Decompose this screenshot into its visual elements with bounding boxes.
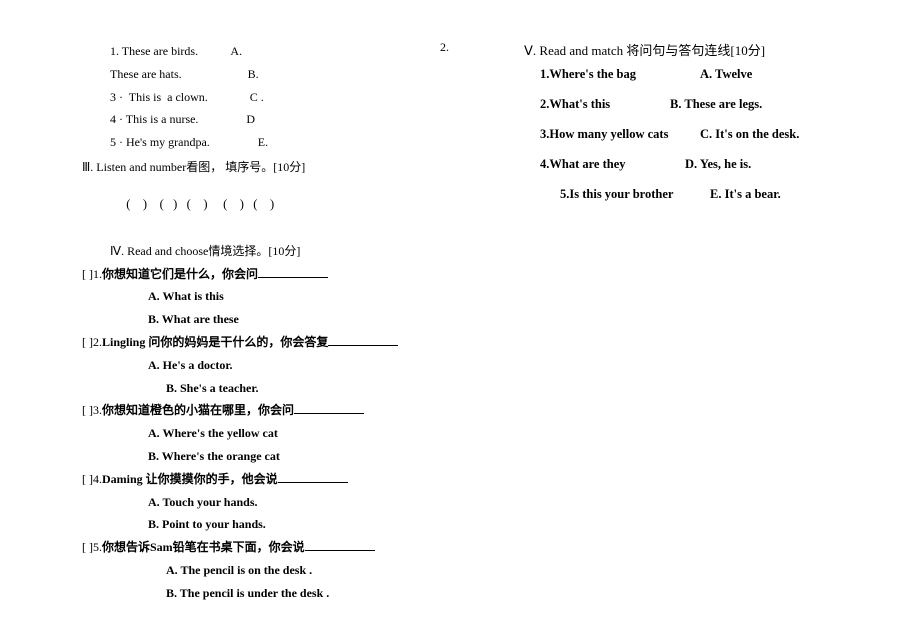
q2-stem: [ ]2.Lingling 问你的妈妈是干什么的，你会答复 <box>82 331 470 354</box>
section-4-title: Ⅳ. Read and choose情境选择。[10分] <box>110 240 470 263</box>
match-5-r: E. It's a bear. <box>710 187 781 201</box>
q4-blank <box>278 471 348 483</box>
q3-prefix: [ ]3. <box>82 403 102 417</box>
q3-stem: [ ]3.你想知道橙色的小猫在哪里，你会问 <box>82 399 470 422</box>
q5-text: 你想告诉Sam铅笔在书桌下面，你会说 <box>102 540 305 554</box>
match-row-3: 3.How many yellow catsC. It's on the des… <box>540 119 880 149</box>
match-row-4: 4.What are theyD. Yes, he is. <box>540 149 880 179</box>
q5-option-a: A. The pencil is on the desk . <box>110 559 470 582</box>
q2-option-b: B. She's a teacher. <box>110 377 470 400</box>
q1-prefix: [ ]1. <box>82 267 102 281</box>
match-row-2: 2.What's thisB. These are legs. <box>540 89 880 119</box>
match-4-l: 4.What are they <box>540 149 685 179</box>
q1-blank <box>258 266 328 278</box>
q4-stem: [ ]4.Daming 让你摸摸你的手，他会说 <box>82 468 470 491</box>
match-1-r: A. Twelve <box>700 67 752 81</box>
match-1-l: 1.Where's the bag <box>540 59 700 89</box>
q1-text: 你想知道它们是什么，你会问 <box>102 267 258 281</box>
match-5-l: 5.Is this your brother <box>560 179 710 209</box>
q5-blank <box>305 539 375 551</box>
sec2-item-5: 5 · He's my grandpa. E. <box>110 131 470 154</box>
match-row-5: 5.Is this your brotherE. It's a bear. <box>560 179 880 209</box>
q3-text: 你想知道橙色的小猫在哪里，你会问 <box>102 403 294 417</box>
q5-stem: [ ]5.你想告诉Sam铅笔在书桌下面，你会说 <box>82 536 470 559</box>
q2-text: Lingling 问你的妈妈是干什么的，你会答复 <box>102 335 328 349</box>
q4-prefix: [ ]4. <box>82 472 102 486</box>
right-column: Ⅴ. Read and match 将问句与答句连线[10分] 1.Where'… <box>490 0 920 637</box>
q3-blank <box>294 402 364 414</box>
match-row-1: 1.Where's the bagA. Twelve <box>540 59 880 89</box>
q3-option-b: B. Where's the orange cat <box>110 445 470 468</box>
sec2-item-3: 3 · This is a clown. C . <box>110 86 470 109</box>
paren-row: ( ) ( ) ( ) ( ) ( ) <box>120 197 470 212</box>
q5-prefix: [ ]5. <box>82 540 102 554</box>
q2-prefix: [ ]2. <box>82 335 102 349</box>
q1-option-a: A. What is this <box>110 285 470 308</box>
match-3-r: C. It's on the desk. <box>700 127 799 141</box>
q2-option-a: A. He's a doctor. <box>110 354 470 377</box>
q1-stem: [ ]1.你想知道它们是什么，你会问 <box>82 263 470 286</box>
q3-option-a: A. Where's the yellow cat <box>110 422 470 445</box>
q4-text: Daming 让你摸摸你的手，他会说 <box>102 472 278 486</box>
sec2-item-1b: These are hats. B. <box>110 63 470 86</box>
match-2-l: 2.What's this <box>540 89 670 119</box>
sec2-item-1: 1. These are birds. A. <box>110 40 470 63</box>
q4-option-b: B. Point to your hands. <box>110 513 470 536</box>
match-3-l: 3.How many yellow cats <box>540 119 700 149</box>
section-5-title: Ⅴ. Read and match 将问句与答句连线[10分] <box>524 40 880 59</box>
match-2-r: B. These are legs. <box>670 97 762 111</box>
left-column: 1. These are birds. A. These are hats. B… <box>0 0 490 637</box>
q4-option-a: A. Touch your hands. <box>110 491 470 514</box>
item-number-2: 2. <box>440 40 449 55</box>
q5-option-b: B. The pencil is under the desk . <box>110 582 470 605</box>
sec2-item-4: 4 · This is a nurse. D <box>110 108 470 131</box>
section-3-title: Ⅲ. Listen and number看图， 填序号。[10分] <box>82 156 470 179</box>
q2-blank <box>328 334 398 346</box>
match-4-r: D. Yes, he is. <box>685 157 751 171</box>
q1-option-b: B. What are these <box>110 308 470 331</box>
worksheet-page: 2. 1. These are birds. A. These are hats… <box>0 0 920 637</box>
